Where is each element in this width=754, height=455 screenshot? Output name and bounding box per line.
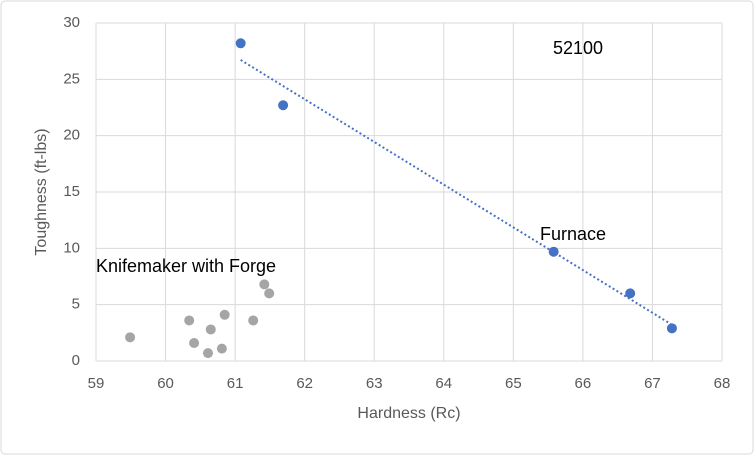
data-point (235, 38, 246, 49)
data-point (125, 332, 136, 343)
x-tick-label: 60 (157, 375, 174, 392)
data-point (248, 315, 259, 326)
x-tick-label: 59 (88, 375, 105, 392)
y-tick-label: 30 (63, 14, 80, 31)
data-point (216, 343, 227, 354)
x-tick-label: 61 (227, 375, 244, 392)
data-point (666, 323, 677, 334)
x-tick-label: 66 (575, 375, 592, 392)
trendline (240, 59, 673, 326)
y-tick-label: 0 (72, 352, 80, 369)
data-point (202, 348, 213, 359)
x-tick-label: 65 (505, 375, 522, 392)
data-point (264, 288, 275, 299)
x-tick-label: 62 (296, 375, 313, 392)
chart-title: 52100 (553, 38, 603, 58)
data-point (278, 100, 289, 111)
data-point (189, 337, 200, 348)
x-tick-label: 67 (644, 375, 661, 392)
x-tick-label: 64 (435, 375, 452, 392)
data-point (184, 315, 195, 326)
data-point (548, 246, 559, 257)
x-axis-title: Hardness (Rc) (357, 405, 460, 422)
series-annotation: Knifemaker with Forge (96, 256, 276, 276)
y-tick-label: 5 (72, 296, 80, 313)
data-point (259, 279, 270, 290)
data-point (219, 309, 230, 320)
y-tick-label: 25 (63, 70, 80, 87)
marks (125, 38, 677, 359)
data-point (205, 324, 216, 335)
x-tick-label: 63 (366, 375, 383, 392)
grid (95, 22, 723, 362)
x-tick-label: 68 (714, 375, 731, 392)
y-tick-label: 15 (63, 183, 80, 200)
y-tick-label: 10 (63, 239, 80, 256)
data-point (625, 288, 636, 299)
series-annotation: Furnace (540, 224, 606, 244)
y-axis-title: Toughness (ft-lbs) (33, 128, 50, 255)
y-tick-label: 20 (63, 127, 80, 144)
